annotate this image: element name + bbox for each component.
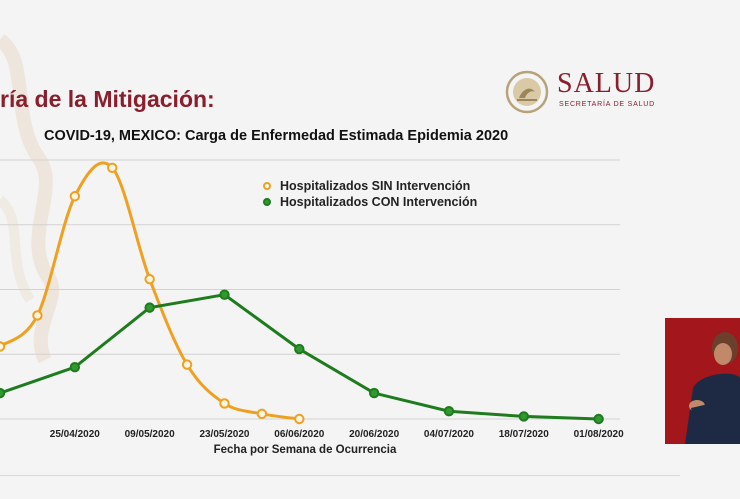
x-tick-label: 20/06/2020 [349,429,399,440]
chart-title: COVID-19, MEXICO: Carga de Enfermedad Es… [44,128,509,144]
national-seal-icon [505,70,549,114]
data-point-con [0,387,6,399]
interpreter-figure [685,332,740,444]
x-tick-label: 01/08/2020 [574,429,624,440]
sign-language-interpreter-video [665,318,740,444]
legend-item-con: Hospitalizados CON Intervención [263,194,477,210]
data-point-con [518,411,529,422]
x-tick-label: 18/07/2020 [499,429,549,440]
legend-marker-con [263,198,271,206]
legend-label-con: Hospitalizados CON Intervención [280,195,478,209]
data-point-con [443,406,455,417]
data-point-con [69,362,81,373]
data-point-con [219,289,230,300]
x-tick-label: 25/04/2020 [50,429,100,440]
x-tick-label: 09/05/2020 [125,429,175,440]
x-tick-label: 23/05/2020 [199,429,249,440]
slide-title: ría de la Mitigación: [0,86,215,112]
bottom-divider [0,475,680,476]
logo-subtitle: SECRETARÍA DE SALUD [559,101,655,108]
chart-legend: Hospitalizados SIN Intervención Hospital… [263,178,477,210]
x-axis-title: Fecha por Semana de Ocurrencia [213,444,397,456]
data-point-sin [181,359,193,370]
data-point-con [368,387,380,399]
data-point-sin [256,408,268,420]
data-point-sin [0,341,6,352]
series-line-sin-intervencion [0,161,300,421]
background-ornament [0,34,59,364]
logo-wordmark: SALUD [557,68,656,99]
data-point-con [144,302,155,313]
data-point-sin [32,310,43,321]
data-point-con [593,413,604,425]
data-point-sin [107,162,118,173]
data-point-con [294,343,305,355]
data-point-sin [219,398,230,409]
legend-item-sin: Hospitalizados SIN Intervención [263,178,477,194]
salud-logo: SALUD SECRETARÍA DE SALUD [505,68,675,116]
data-point-sin [144,273,155,285]
data-point-sin [294,413,305,425]
legend-marker-sin [263,182,271,190]
series-line-con-intervencion [0,293,599,421]
data-point-sin [69,191,81,202]
legend-label-sin: Hospitalizados SIN Intervención [280,179,471,193]
x-tick-label: 06/06/2020 [274,429,324,440]
x-tick-label: 04/07/2020 [424,429,474,440]
